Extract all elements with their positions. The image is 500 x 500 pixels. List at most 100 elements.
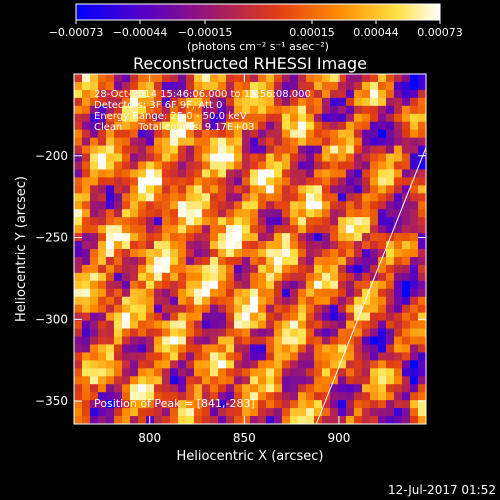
heat-cell xyxy=(202,81,211,91)
heat-cell xyxy=(194,121,203,131)
heat-cell xyxy=(218,272,227,282)
heat-cell xyxy=(314,400,323,409)
heat-cell xyxy=(362,256,371,266)
heat-cell xyxy=(226,89,235,99)
heat-cell xyxy=(258,153,267,163)
heat-cell xyxy=(418,256,426,266)
heat-cell xyxy=(370,280,379,290)
heat-cell xyxy=(90,217,99,226)
heat-cell xyxy=(394,384,403,393)
heat-cell xyxy=(162,376,171,385)
heat-cell xyxy=(98,105,107,115)
heat-cell xyxy=(114,296,123,306)
heat-cell xyxy=(298,408,307,417)
heat-cell xyxy=(234,81,243,91)
heat-cell xyxy=(314,320,323,330)
heat-cell xyxy=(258,304,267,314)
heat-cell xyxy=(202,320,211,330)
heat-cell xyxy=(402,336,411,346)
heat-cell xyxy=(282,264,291,274)
heat-cell xyxy=(122,113,131,123)
heat-cell xyxy=(290,352,299,361)
heat-cell xyxy=(114,368,123,377)
heat-cell xyxy=(170,74,179,83)
heat-cell xyxy=(306,161,315,171)
heat-cell xyxy=(186,304,195,314)
heat-cell xyxy=(402,368,411,377)
heat-cell xyxy=(178,129,187,139)
heat-cell xyxy=(114,376,123,385)
heat-cell xyxy=(210,241,219,250)
colorbar-gradient xyxy=(75,3,441,21)
heat-cell xyxy=(130,344,139,354)
heat-cell xyxy=(370,336,379,346)
heat-cell xyxy=(410,408,419,417)
heat-cell xyxy=(186,312,195,322)
heat-cell xyxy=(98,113,107,123)
heat-cell xyxy=(378,81,387,91)
heat-cell xyxy=(74,225,83,234)
heat-cell xyxy=(74,256,83,266)
heat-cell xyxy=(154,384,163,393)
heat-cell xyxy=(354,352,363,361)
heat-cell xyxy=(274,105,283,115)
heat-cell xyxy=(306,328,315,338)
heat-cell xyxy=(154,264,163,274)
heat-cell xyxy=(354,296,363,306)
heat-cell xyxy=(386,201,395,210)
heat-cell xyxy=(98,89,107,99)
annotation-line: Detectors: 3F 6F 9F, Att 0 xyxy=(94,100,222,111)
heat-cell xyxy=(378,217,387,226)
heat-cell xyxy=(274,233,283,242)
heat-cell xyxy=(354,288,363,298)
heat-cell xyxy=(250,320,259,330)
heat-cell xyxy=(258,408,267,417)
heat-cell xyxy=(138,376,147,385)
heat-cell xyxy=(98,344,107,354)
heat-cell xyxy=(74,145,83,155)
heat-cell xyxy=(210,256,219,266)
heat-cell xyxy=(242,400,251,409)
heat-cell xyxy=(98,249,107,258)
heat-cell xyxy=(82,384,91,393)
heat-cell xyxy=(370,288,379,298)
heat-cell xyxy=(258,352,267,361)
heat-cell xyxy=(234,137,243,147)
heat-cell xyxy=(74,360,83,369)
heat-cell xyxy=(290,241,299,250)
heat-cell xyxy=(370,217,379,226)
heat-cell xyxy=(290,137,299,147)
heat-cell xyxy=(258,74,267,83)
heat-cell xyxy=(330,193,339,202)
heat-cell xyxy=(378,368,387,377)
heat-cell xyxy=(330,280,339,290)
heat-cell xyxy=(330,97,339,107)
heat-cell xyxy=(306,201,315,210)
heat-cell xyxy=(82,368,91,377)
heat-cell xyxy=(202,233,211,242)
heat-cell xyxy=(186,320,195,330)
heat-cell xyxy=(306,376,315,385)
heat-cell xyxy=(218,296,227,306)
heat-cell xyxy=(370,344,379,354)
heat-cell xyxy=(298,344,307,354)
heat-cell xyxy=(282,416,291,424)
heat-cell xyxy=(106,384,115,393)
heat-cell xyxy=(242,81,251,91)
heat-cell xyxy=(298,296,307,306)
heat-cell xyxy=(418,137,426,147)
heat-cell xyxy=(210,185,219,194)
heat-cell xyxy=(386,105,395,115)
heat-cell xyxy=(114,416,123,424)
heat-cell xyxy=(362,400,371,409)
heat-cell xyxy=(274,169,283,179)
y-tick-label: −250 xyxy=(35,231,68,245)
heat-cell xyxy=(82,74,91,83)
heat-cell xyxy=(154,320,163,330)
heat-cell xyxy=(282,360,291,369)
colorbar-tick-label: 0.00015 xyxy=(289,26,335,39)
heat-cell xyxy=(98,384,107,393)
heat-cell xyxy=(106,81,115,91)
heat-cell xyxy=(154,113,163,123)
heat-cell xyxy=(186,352,195,361)
